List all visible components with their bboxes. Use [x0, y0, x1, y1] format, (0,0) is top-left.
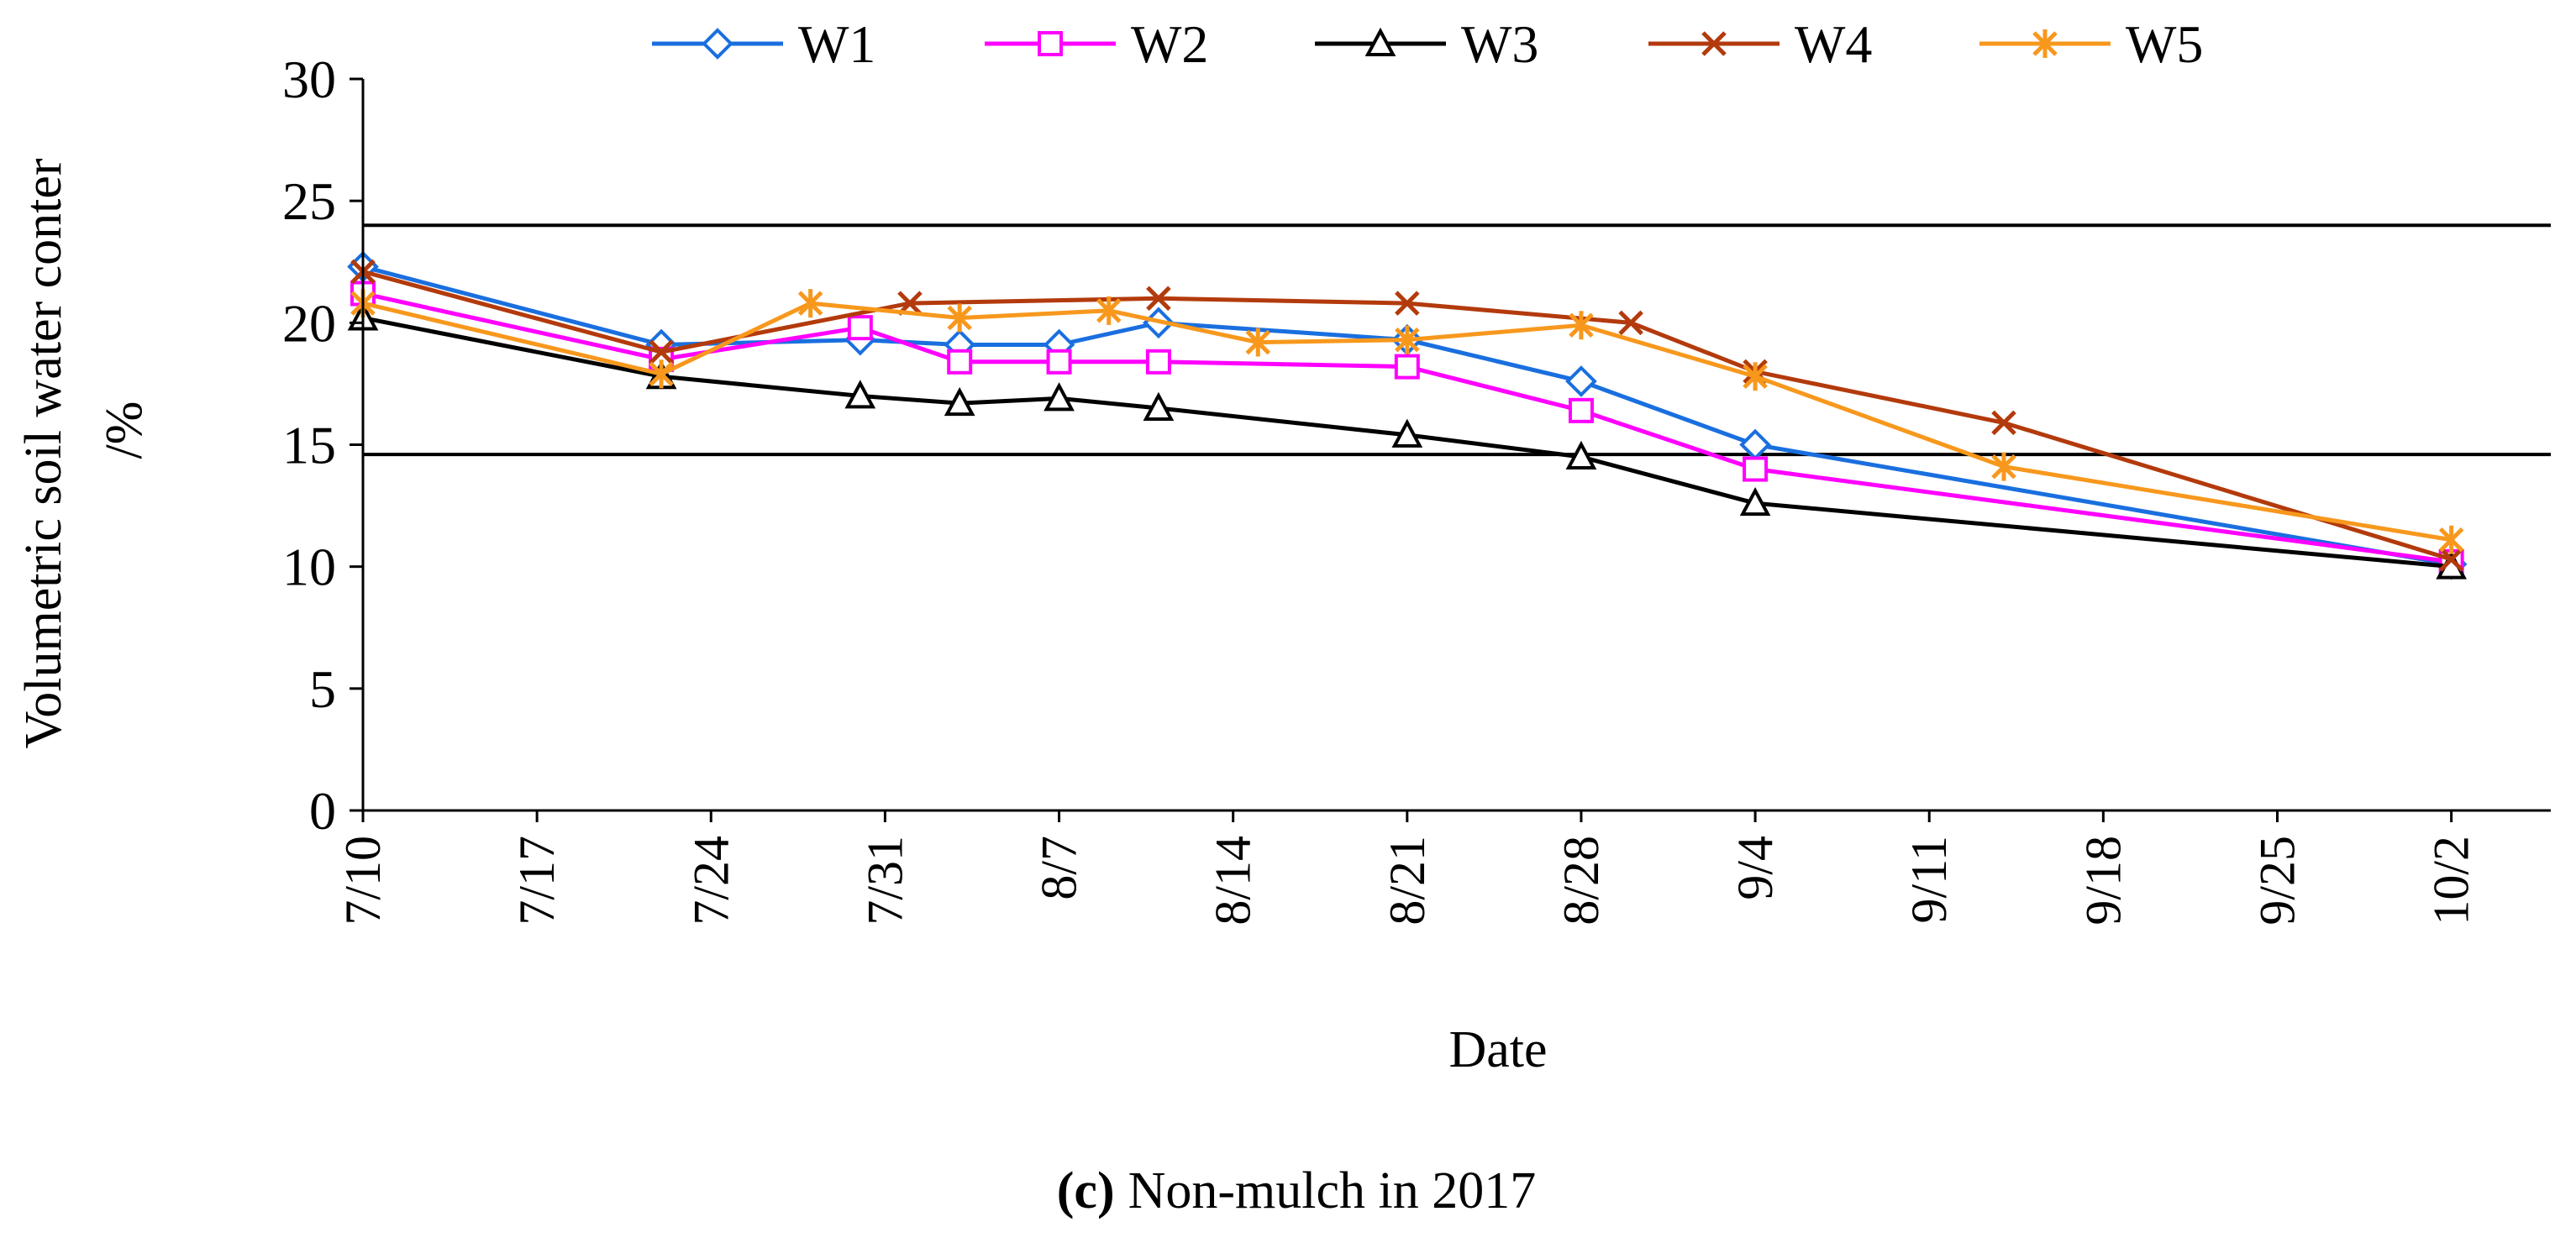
plot-area: 0 5 10 15 20 25 30 7/10 7/17 7/24 7/31 8/7 8/14 8/21 8… — [282, 50, 2551, 926]
legend-marker-w4 — [1701, 31, 1727, 56]
y-tick-label-25: 25 — [282, 171, 336, 231]
series-line-w4 — [362, 269, 2452, 562]
data-point-w4-3 — [1146, 286, 1171, 312]
caption-text: Non-mulch in 2017 — [1128, 1162, 1537, 1219]
x-axis-label: Date — [1448, 1021, 1547, 1078]
legend-label-w2: W2 — [1131, 14, 1208, 74]
y-tick-label-20: 20 — [282, 293, 336, 353]
data-point-w5-3 — [947, 303, 972, 333]
data-point-w5-8 — [1743, 362, 1768, 391]
data-point-w2-5 — [1145, 349, 1171, 375]
y-tick-label-15: 15 — [282, 416, 336, 475]
data-point-w2-2 — [847, 315, 873, 341]
x-tick-label-9-11: 9/11 — [1901, 836, 1957, 923]
data-point-w5-1 — [649, 359, 674, 389]
data-point-w5-7 — [1569, 311, 1594, 340]
x-tick-label-10-2: 10/2 — [2424, 836, 2479, 926]
axes: 0 5 10 15 20 25 30 7/10 7/17 7/24 7/31 8/7 8/14 8/21 8… — [282, 50, 2551, 926]
legend-item-w4: W4 — [1648, 14, 1872, 74]
data-point-w4-4 — [1395, 291, 1420, 316]
data-point-w5-5 — [1245, 328, 1271, 357]
y-tick-label-0: 0 — [309, 781, 336, 841]
legend-item-w2: W2 — [985, 14, 1208, 74]
x-tick-label-9-18: 9/18 — [2075, 836, 2131, 926]
series-w4 — [350, 259, 2464, 572]
data-point-w4-5 — [1618, 310, 1643, 336]
y-axis-label: Volumetric soil water conter — [15, 158, 72, 748]
data-point-w3-6 — [1391, 418, 1423, 448]
legend-label-w5: W5 — [2126, 14, 2203, 74]
data-point-w4-8 — [2438, 547, 2464, 572]
series-line-w2 — [362, 291, 2452, 564]
data-point-w4-1 — [649, 339, 674, 365]
legend-marker-w1 — [702, 28, 733, 60]
x-tick-label-8-28: 8/28 — [1553, 836, 1609, 926]
legend-label-w4: W4 — [1795, 14, 1872, 74]
data-point-w3-7 — [1565, 440, 1597, 470]
data-point-w4-7 — [1991, 410, 2016, 436]
data-point-w2-7 — [1568, 397, 1594, 423]
legend-label-w1: W1 — [798, 14, 875, 74]
y-tick-label-10: 10 — [282, 538, 336, 597]
x-tick-label-9-25: 9/25 — [2250, 836, 2305, 926]
x-tick-label-8-21: 8/21 — [1380, 836, 1435, 926]
legend-item-w5: W5 — [1979, 14, 2203, 74]
x-tick-label-9-4: 9/4 — [1727, 836, 1783, 900]
data-point-w5-2 — [797, 289, 823, 318]
x-tick-label-7-24: 7/24 — [683, 836, 739, 926]
data-point-w2-4 — [1046, 349, 1072, 375]
y-tick-label-30: 30 — [282, 50, 336, 109]
x-tick-label-8-14: 8/14 — [1206, 836, 1261, 926]
x-tick-label-7-10: 7/10 — [335, 836, 391, 926]
caption-label: (c) — [1057, 1162, 1115, 1219]
data-point-w3-3 — [944, 386, 975, 417]
series-line-w3 — [362, 316, 2452, 569]
data-point-w3-8 — [1739, 486, 1771, 517]
series-layer — [347, 250, 2468, 580]
data-point-w2-3 — [947, 349, 973, 375]
legend-marker-w3 — [1364, 27, 1396, 56]
legend-marker-w2 — [1038, 31, 1063, 56]
x-tick-label-7-17: 7/17 — [509, 836, 565, 926]
x-tick-label-8-7: 8/7 — [1032, 836, 1087, 900]
data-point-w3-5 — [1143, 391, 1175, 421]
caption: (c) Non-mulch in 2017 — [1057, 1162, 1536, 1219]
reference-lines — [363, 223, 2551, 457]
data-point-w5-6 — [1395, 325, 1420, 354]
legend-item-w3: W3 — [1315, 14, 1538, 74]
series-w5 — [350, 289, 2464, 554]
data-point-w1-7 — [1565, 365, 1597, 397]
data-point-w3-2 — [844, 380, 876, 409]
legend-marker-w5 — [2032, 29, 2058, 58]
data-point-w2-6 — [1394, 354, 1420, 380]
data-point-w5-10 — [2438, 525, 2464, 554]
data-point-w2-8 — [1743, 456, 1769, 482]
legend-item-w1: W1 — [652, 14, 875, 74]
x-tick-label-7-31: 7/31 — [857, 836, 912, 926]
data-point-w5-9 — [1991, 452, 2016, 481]
y-tick-label-5: 5 — [309, 659, 336, 719]
legend-label-w3: W3 — [1461, 14, 1538, 74]
data-point-w5-4 — [1096, 296, 1122, 325]
y-axis-unit-label: /% — [96, 401, 153, 459]
data-point-w3-4 — [1044, 382, 1075, 412]
legend: W1 W2 W3 W4 W5 — [652, 14, 2203, 74]
